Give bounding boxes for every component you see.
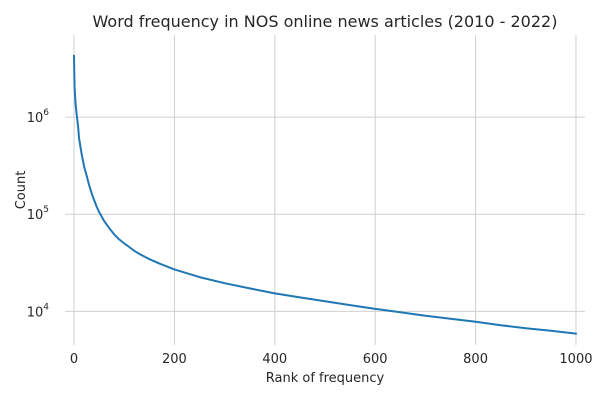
y-tick-base: 10 [27, 208, 44, 223]
x-tick-label-0: 0 [70, 352, 78, 367]
y-tick-exponent: 5 [43, 205, 49, 215]
chart-title: Word frequency in NOS online news articl… [93, 12, 558, 31]
x-tick-label-200: 200 [162, 352, 187, 367]
x-tick-label-600: 600 [363, 352, 388, 367]
x-tick-label-800: 800 [463, 352, 488, 367]
x-tick-label-400: 400 [262, 352, 287, 367]
y-tick-label-1e6: 106 [27, 108, 50, 126]
y-axis-label: Count [14, 171, 29, 210]
y-tick-base: 10 [27, 111, 44, 126]
y-tick-label-1e5: 105 [27, 205, 49, 223]
x-axis-label: Rank of frequency [266, 371, 385, 386]
grid-layer [65, 35, 585, 345]
x-tick-label-1000: 1000 [559, 352, 592, 367]
y-tick-exponent: 4 [43, 302, 49, 312]
x-tick-labels: 0 200 400 600 800 1000 [70, 352, 593, 367]
series-line-0 [73, 54, 577, 335]
y-tick-base: 10 [27, 305, 44, 320]
series-layer [73, 54, 577, 335]
y-tick-exponent: 6 [43, 108, 49, 118]
y-tick-label-1e4: 104 [27, 302, 50, 320]
